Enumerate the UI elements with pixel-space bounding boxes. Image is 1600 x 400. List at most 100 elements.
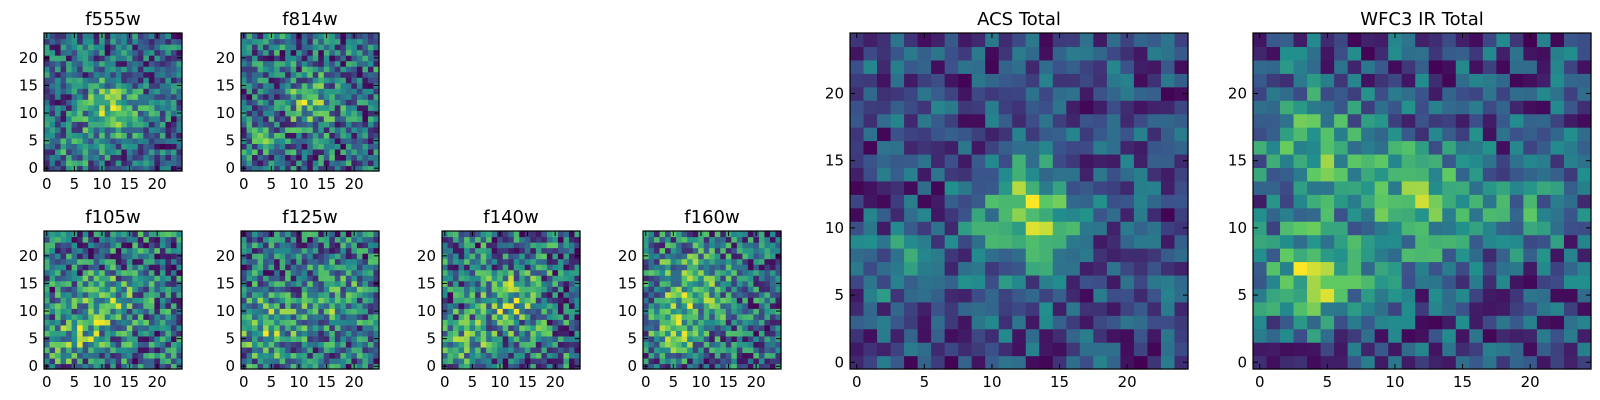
heatmap-cell: [519, 363, 526, 370]
heatmap-cell: [318, 269, 325, 276]
heatmap-cell: [143, 71, 150, 78]
heatmap-cell: [747, 286, 754, 293]
heatmap-cell: [742, 269, 749, 276]
heatmap-cell: [714, 264, 721, 271]
heatmap-cell: [1455, 342, 1470, 357]
heatmap-cell: [1066, 140, 1081, 155]
heatmap-cell: [1174, 261, 1189, 276]
heatmap-cell: [104, 253, 111, 260]
heatmap-cell: [82, 319, 89, 326]
heatmap-cell: [659, 275, 666, 282]
heatmap-cell: [985, 46, 1000, 61]
heatmap-cell: [285, 264, 292, 271]
heatmap-cell: [659, 291, 666, 298]
heatmap-cell: [769, 363, 777, 370]
heatmap-cell: [137, 159, 144, 167]
heatmap-cell: [568, 269, 576, 276]
heatmap-cell: [1039, 355, 1054, 370]
heatmap-cell: [351, 297, 358, 304]
heatmap-cell: [82, 148, 89, 156]
heatmap-cell: [77, 308, 84, 315]
heatmap-cell: [49, 302, 56, 309]
heatmap-cell: [1374, 194, 1389, 209]
heatmap-cell: [268, 93, 275, 100]
heatmap-cell: [66, 363, 73, 370]
heatmap-cell: [148, 236, 155, 243]
heatmap-cell: [99, 154, 106, 161]
heatmap-cell: [318, 352, 325, 359]
heatmap-cell: [351, 132, 358, 139]
heatmap-cell: [351, 253, 358, 260]
heatmap-cell: [345, 33, 352, 40]
heatmap-cell: [263, 88, 270, 95]
heatmap-cell: [55, 126, 62, 133]
heatmap-cell: [99, 66, 106, 73]
heatmap-cell: [447, 247, 454, 254]
heatmap-cell: [49, 38, 56, 45]
heatmap-cell: [670, 335, 677, 342]
heatmap-cell: [1093, 328, 1108, 343]
heatmap-cell: [159, 247, 167, 254]
heatmap-cell: [246, 363, 253, 370]
heatmap-cell: [665, 275, 672, 282]
heatmap-cell: [676, 297, 683, 304]
heatmap-cell: [301, 115, 308, 122]
heatmap-cell: [126, 143, 133, 150]
heatmap-cell: [82, 110, 89, 117]
heatmap-cell: [279, 335, 286, 342]
heatmap-cell: [170, 93, 178, 100]
heatmap-cell: [1160, 86, 1176, 101]
heatmap-cell: [464, 302, 471, 309]
heatmap-cell: [659, 330, 666, 337]
heatmap-cell: [148, 71, 155, 78]
heatmap-cell: [77, 44, 84, 51]
heatmap-cell: [1401, 194, 1416, 209]
heatmap-cell: [1469, 234, 1484, 249]
heatmap-cell: [367, 143, 375, 150]
heatmap-cell: [535, 302, 542, 309]
heatmap-cell: [725, 319, 732, 326]
heatmap-cell: [877, 100, 892, 115]
heatmap-cell: [530, 258, 537, 265]
heatmap-cell: [1039, 127, 1054, 142]
heatmap-cell: [148, 253, 155, 260]
heatmap-cell: [71, 352, 78, 359]
heatmap-cell: [1147, 194, 1162, 209]
panel-title: f555w: [85, 9, 140, 30]
heatmap-cell: [121, 88, 128, 95]
heatmap-cell: [944, 315, 959, 330]
heatmap-cell: [944, 234, 959, 249]
heatmap-cell: [110, 60, 117, 67]
heatmap-cell: [687, 269, 694, 276]
heatmap-cell: [110, 302, 117, 309]
heatmap-cell: [362, 258, 369, 265]
heatmap-cell: [351, 346, 358, 354]
heatmap-cell: [1052, 194, 1067, 209]
heatmap-cell: [285, 352, 292, 359]
heatmap-cell: [312, 319, 319, 326]
heatmap-cell: [241, 275, 248, 282]
heatmap-cell: [296, 297, 303, 304]
heatmap-cell: [736, 352, 743, 359]
heatmap-cell: [55, 154, 62, 161]
heatmap-cell: [648, 258, 655, 265]
heatmap-cell: [676, 264, 683, 271]
heatmap-cell: [290, 99, 297, 106]
heatmap-cell: [246, 132, 253, 139]
heatmap-cell: [753, 264, 760, 271]
heatmap-cell: [115, 363, 122, 370]
heatmap-cell: [279, 363, 286, 370]
heatmap-cell: [1052, 140, 1067, 155]
heatmap-cell: [318, 77, 325, 84]
heatmap-cell: [681, 308, 688, 315]
heatmap-cell: [312, 77, 319, 84]
heatmap-cell: [318, 99, 325, 106]
heatmap-cell: [742, 280, 749, 287]
heatmap-cell: [307, 121, 314, 128]
heatmap-cell: [137, 341, 144, 348]
heatmap-cell: [1347, 221, 1362, 236]
heatmap-cell: [486, 236, 493, 243]
heatmap-cell: [252, 242, 259, 249]
heatmap-cell: [246, 33, 253, 40]
heatmap-cell: [274, 44, 281, 51]
